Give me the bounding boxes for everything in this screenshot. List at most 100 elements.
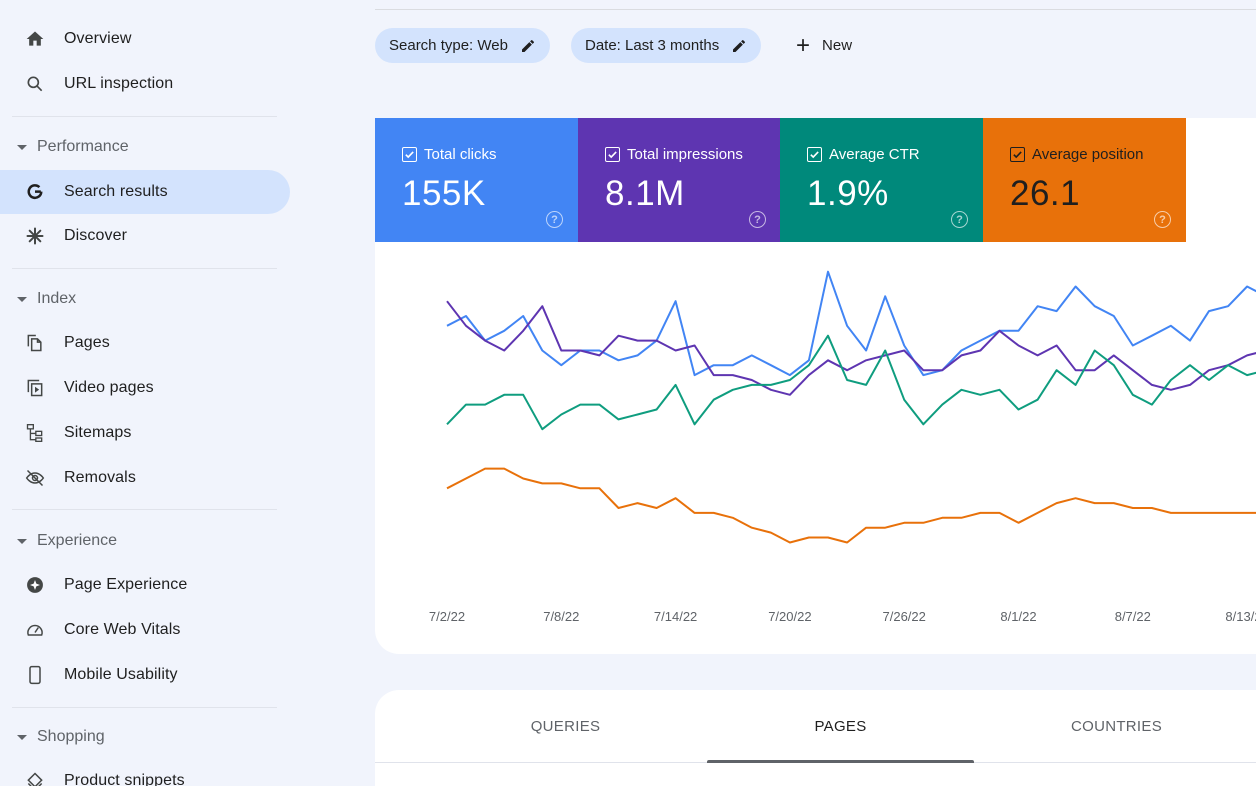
metric-value: 1.9% xyxy=(807,174,889,213)
sidebar-item-product-snippets[interactable]: Product snippets xyxy=(0,759,290,786)
sidebar-item-core-web-vitals[interactable]: Core Web Vitals xyxy=(0,608,290,652)
divider xyxy=(12,116,277,117)
gauge-icon xyxy=(24,619,46,641)
metric-value: 8.1M xyxy=(605,174,685,213)
tab-countries[interactable]: COUNTRIES xyxy=(983,690,1250,762)
pages-icon xyxy=(24,332,46,354)
section-label: Shopping xyxy=(37,728,105,745)
dimension-tabs-card: QUERIES PAGES COUNTRIES xyxy=(375,690,1256,786)
metric-label: Average position xyxy=(1032,146,1144,163)
google-g-icon xyxy=(24,181,46,203)
header-divider xyxy=(375,9,1256,10)
tab-pages[interactable]: PAGES xyxy=(707,690,974,762)
sidebar-item-label: URL inspection xyxy=(64,75,174,92)
pencil-icon xyxy=(733,39,746,52)
metric-label: Total impressions xyxy=(627,146,743,163)
checkbox-checked-icon[interactable] xyxy=(807,147,822,162)
section-performance[interactable]: Performance xyxy=(0,132,290,162)
sidebar-item-sitemaps[interactable]: Sitemaps xyxy=(0,411,290,455)
tab-queries[interactable]: QUERIES xyxy=(432,690,699,762)
line-chart[interactable]: 7/2/22 7/8/22 7/14/22 7/20/22 7/26/22 8/1/22 8… xyxy=(375,242,1256,654)
sidebar-item-label: Pages xyxy=(64,334,110,351)
series-line-2 xyxy=(446,334,1256,431)
divider xyxy=(12,509,277,510)
metric-label: Average CTR xyxy=(829,146,920,163)
metric-average-ctr[interactable]: Average CTR 1.9% ? xyxy=(780,118,983,242)
metric-total-impressions[interactable]: Total impressions 8.1M ? xyxy=(578,118,781,242)
plus-icon: + xyxy=(796,31,811,59)
sidebar-item-label: Overview xyxy=(64,30,132,47)
date-label: Date: Last 3 months xyxy=(585,37,720,54)
sidebar-item-label: Search results xyxy=(64,183,168,200)
x-tick-label: 7/2/22 xyxy=(429,609,465,624)
search-type-chip[interactable]: Search type: Web xyxy=(375,28,550,63)
section-index[interactable]: Index xyxy=(0,284,290,314)
x-tick-label: 8/13/22 xyxy=(1225,609,1256,624)
product-snippets-icon xyxy=(24,770,46,786)
sitemap-icon xyxy=(24,422,46,444)
series-line-3 xyxy=(446,467,1256,544)
series-line-1 xyxy=(446,300,1256,396)
sidebar-item-label: Core Web Vitals xyxy=(64,621,181,638)
section-label: Index xyxy=(37,290,77,307)
home-icon xyxy=(24,28,46,50)
new-filter-button[interactable]: + New xyxy=(790,28,858,63)
series-line-0 xyxy=(446,270,1256,377)
metric-label: Total clicks xyxy=(424,146,497,163)
search-type-label: Search type: Web xyxy=(389,37,508,54)
sidebar-item-label: Video pages xyxy=(64,379,154,396)
sidebar-item-overview[interactable]: Overview xyxy=(0,17,290,61)
sidebar-item-label: Product snippets xyxy=(64,772,185,786)
video-pages-icon xyxy=(24,377,46,399)
tab-label: PAGES xyxy=(814,717,867,735)
sidebar-item-mobile-usability[interactable]: Mobile Usability xyxy=(0,653,290,697)
x-tick-label: 7/26/22 xyxy=(883,609,926,624)
sidebar-item-discover[interactable]: Discover xyxy=(0,214,290,258)
checkbox-checked-icon[interactable] xyxy=(402,147,417,162)
caret-down-icon xyxy=(17,296,27,302)
x-tick-label: 7/8/22 xyxy=(543,609,579,624)
help-icon[interactable]: ? xyxy=(749,211,766,228)
sidebar-item-removals[interactable]: Removals xyxy=(0,456,290,500)
sidebar-item-search-results[interactable]: Search results xyxy=(0,170,290,214)
sidebar-item-pages[interactable]: Pages xyxy=(0,321,290,365)
metric-value: 155K xyxy=(402,174,486,213)
caret-down-icon xyxy=(17,734,27,740)
caret-down-icon xyxy=(17,144,27,150)
help-icon[interactable]: ? xyxy=(951,211,968,228)
sidebar-item-label: Mobile Usability xyxy=(64,666,178,683)
section-label: Experience xyxy=(37,532,118,549)
performance-chart-card: Total clicks 155K ? Total impressions 8.… xyxy=(375,118,1256,654)
sidebar: Overview URL inspection Performance Sear… xyxy=(0,0,300,786)
sidebar-item-url-inspection[interactable]: URL inspection xyxy=(0,62,290,106)
sidebar-item-label: Sitemaps xyxy=(64,424,132,441)
help-icon[interactable]: ? xyxy=(1154,211,1171,228)
help-icon[interactable]: ? xyxy=(546,211,563,228)
divider xyxy=(12,268,277,269)
caret-down-icon xyxy=(17,538,27,544)
asterisk-icon xyxy=(24,225,46,247)
new-filter-label: New xyxy=(822,37,853,54)
page-experience-icon xyxy=(24,574,46,596)
sidebar-item-label: Removals xyxy=(64,469,136,486)
smartphone-icon xyxy=(24,664,46,686)
checkbox-checked-icon[interactable] xyxy=(605,147,620,162)
sidebar-item-video-pages[interactable]: Video pages xyxy=(0,366,290,410)
active-tab-indicator xyxy=(707,760,974,763)
sidebar-item-label: Discover xyxy=(64,227,128,244)
date-chip[interactable]: Date: Last 3 months xyxy=(571,28,762,63)
search-icon xyxy=(24,73,46,95)
x-tick-label: 7/20/22 xyxy=(768,609,811,624)
x-tick-label: 7/14/22 xyxy=(654,609,697,624)
checkbox-checked-icon[interactable] xyxy=(1010,147,1025,162)
tab-label: QUERIES xyxy=(530,717,601,735)
x-tick-label: 8/1/22 xyxy=(1000,609,1036,624)
section-experience[interactable]: Experience xyxy=(0,526,290,556)
tab-label: COUNTRIES xyxy=(1070,717,1163,735)
sidebar-item-label: Page Experience xyxy=(64,576,188,593)
metric-total-clicks[interactable]: Total clicks 155K ? xyxy=(375,118,578,242)
divider xyxy=(12,707,277,708)
sidebar-item-page-experience[interactable]: Page Experience xyxy=(0,563,290,607)
metric-average-position[interactable]: Average position 26.1 ? xyxy=(983,118,1186,242)
section-shopping[interactable]: Shopping xyxy=(0,722,290,752)
